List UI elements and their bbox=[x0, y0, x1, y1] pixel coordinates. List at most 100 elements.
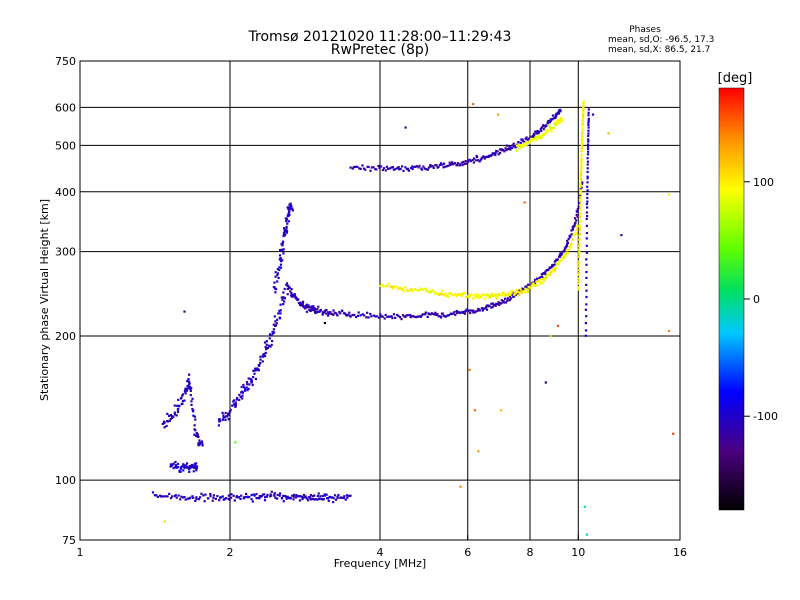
data-point bbox=[297, 495, 300, 498]
data-point bbox=[523, 142, 526, 145]
data-point bbox=[349, 166, 352, 169]
data-point bbox=[164, 495, 167, 498]
data-point bbox=[466, 294, 469, 298]
data-point bbox=[234, 404, 237, 407]
data-point bbox=[445, 295, 448, 298]
data-point bbox=[268, 344, 271, 347]
data-point bbox=[580, 142, 584, 145]
data-point bbox=[506, 293, 509, 296]
data-point bbox=[492, 152, 495, 155]
data-point bbox=[321, 494, 324, 498]
data-point bbox=[483, 156, 486, 159]
data-point bbox=[274, 496, 277, 499]
data-point bbox=[585, 315, 588, 318]
data-point bbox=[512, 142, 515, 145]
data-point bbox=[548, 126, 551, 129]
data-point bbox=[266, 493, 269, 496]
data-point bbox=[200, 440, 204, 443]
data-point bbox=[407, 169, 410, 172]
data-point bbox=[409, 313, 412, 317]
data-point bbox=[285, 282, 289, 285]
data-point bbox=[354, 315, 358, 319]
data-point bbox=[573, 224, 576, 227]
data-point bbox=[282, 248, 285, 251]
data-point bbox=[264, 496, 267, 499]
data-point bbox=[580, 169, 583, 172]
data-point bbox=[265, 495, 269, 498]
data-point bbox=[269, 345, 272, 348]
data-point bbox=[581, 126, 584, 129]
data-point bbox=[552, 263, 555, 266]
data-point bbox=[285, 497, 288, 500]
data-point bbox=[474, 159, 477, 162]
data-point bbox=[379, 284, 382, 287]
data-point bbox=[455, 309, 458, 313]
data-point bbox=[540, 277, 543, 280]
data-point bbox=[491, 305, 494, 308]
data-point bbox=[577, 260, 581, 263]
data-point bbox=[584, 329, 588, 332]
data-point bbox=[524, 287, 527, 290]
data-point bbox=[457, 311, 461, 314]
data-point bbox=[282, 494, 285, 497]
data-point bbox=[533, 134, 536, 137]
data-point bbox=[541, 281, 545, 284]
data-point bbox=[567, 238, 570, 241]
data-point bbox=[397, 166, 400, 169]
data-point bbox=[545, 275, 548, 278]
data-point bbox=[343, 495, 346, 498]
data-point bbox=[555, 112, 558, 116]
data-point bbox=[540, 129, 543, 132]
data-point bbox=[548, 121, 551, 124]
data-point bbox=[585, 533, 588, 536]
data-point bbox=[563, 249, 566, 252]
data-point bbox=[316, 498, 319, 501]
data-point bbox=[553, 122, 556, 125]
data-point bbox=[427, 166, 430, 169]
data-point bbox=[174, 494, 177, 497]
data-point bbox=[468, 309, 471, 312]
data-point bbox=[559, 255, 562, 258]
data-point bbox=[274, 291, 277, 294]
data-point bbox=[476, 309, 479, 312]
data-point bbox=[234, 401, 237, 404]
data-point bbox=[464, 160, 467, 163]
data-point bbox=[314, 310, 317, 313]
data-point bbox=[503, 150, 506, 153]
data-point bbox=[442, 314, 445, 317]
data-point bbox=[585, 303, 588, 306]
data-point bbox=[223, 416, 226, 419]
data-point bbox=[507, 293, 510, 296]
data-point bbox=[387, 282, 390, 285]
colorbar-ticks: 100 0 -100 bbox=[744, 176, 778, 423]
data-point bbox=[175, 466, 178, 469]
data-point bbox=[419, 287, 422, 290]
data-point bbox=[513, 145, 516, 148]
data-point bbox=[459, 311, 462, 315]
data-point bbox=[531, 138, 534, 141]
data-point bbox=[427, 291, 430, 294]
data-point bbox=[551, 268, 554, 271]
data-point bbox=[570, 233, 573, 236]
data-point bbox=[272, 323, 275, 326]
data-point bbox=[278, 309, 281, 313]
data-point bbox=[367, 165, 370, 169]
data-point bbox=[582, 113, 585, 116]
data-point bbox=[193, 415, 196, 418]
data-point bbox=[518, 147, 521, 150]
data-point bbox=[281, 298, 284, 301]
data-point bbox=[543, 277, 546, 280]
data-point bbox=[500, 409, 503, 412]
data-point bbox=[504, 297, 507, 300]
data-point bbox=[251, 383, 254, 387]
data-point bbox=[577, 277, 580, 280]
data-point bbox=[567, 251, 570, 254]
data-point bbox=[422, 313, 425, 316]
data-point bbox=[392, 313, 396, 316]
data-point bbox=[283, 227, 286, 230]
y-tick-label: 600 bbox=[55, 101, 76, 114]
data-point bbox=[188, 382, 191, 385]
data-point bbox=[255, 493, 258, 496]
y-tick-label: 400 bbox=[55, 186, 76, 199]
data-point bbox=[309, 498, 312, 501]
